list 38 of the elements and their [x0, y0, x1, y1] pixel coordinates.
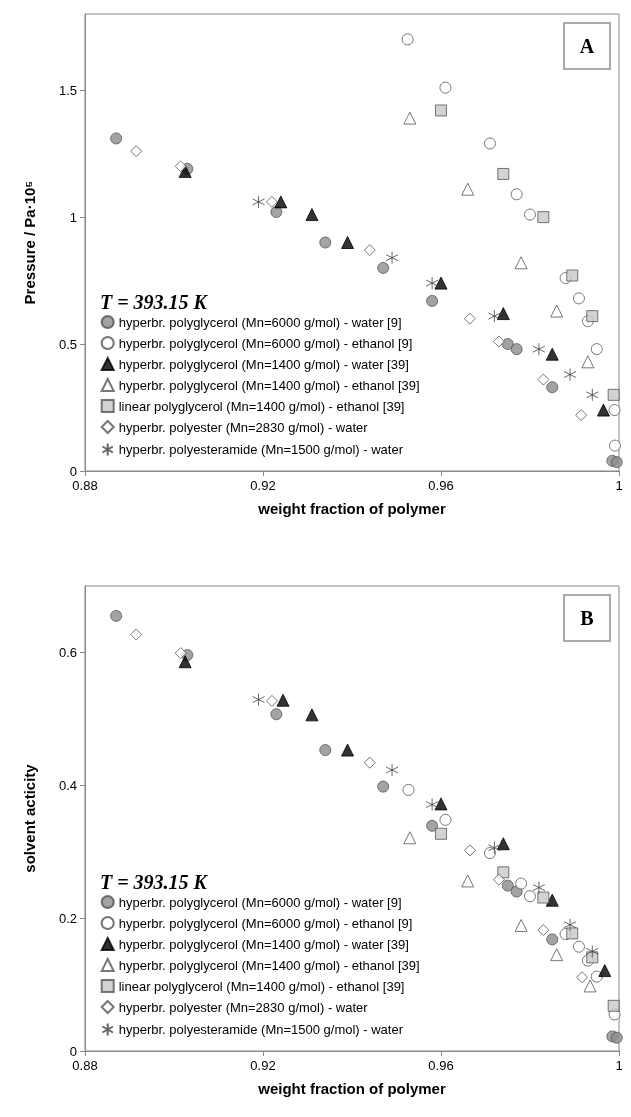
legend-label: hyperbr. polyester (Mn=2830 g/mol) - water [118, 999, 369, 1015]
y-tick-label: 0 [69, 1043, 77, 1059]
x-tick-label: 0.96 [428, 478, 454, 493]
legend-label: hyperbr. polyglycerol (Mn=6000 g/mol) - ethanol [9] [118, 915, 413, 931]
x-tick-label: 1 [615, 478, 623, 493]
legend-label: linear polyglycerol (Mn=1400 g/mol) - ethanol [39] [118, 398, 405, 414]
y-tick-label: 0.5 [58, 336, 77, 352]
y-tick-label: 0.6 [58, 644, 77, 660]
y-tick-label: 1 [69, 209, 77, 225]
y-axis-title: Pressure / Pa·10⁵ [21, 180, 38, 305]
panel-label-frame: B [563, 594, 611, 642]
panel-label-frame: A [563, 22, 611, 70]
legend-label: hyperbr. polyglycerol (Mn=1400 g/mol) - water [39] [118, 936, 409, 952]
x-tick-label: 0.92 [250, 1058, 276, 1073]
legend-label: hyperbr. polyglycerol (Mn=6000 g/mol) - water [9] [118, 894, 402, 910]
y-tick-label: 0 [69, 463, 77, 479]
x-tick-label: 0.92 [250, 478, 276, 493]
legend-label: hyperbr. polyglycerol (Mn=1400 g/mol) - ethanol [39] [118, 957, 420, 973]
x-tick-label: 0.88 [72, 478, 98, 493]
x-axis-title: weight fraction of polymer [257, 500, 446, 517]
legend-label: hyperbr. polyester (Mn=2830 g/mol) - water [118, 419, 369, 435]
x-tick-label: 0.88 [72, 1058, 98, 1073]
legend-title: T = 393.15 K [100, 871, 209, 893]
y-tick-label: 0.2 [58, 910, 77, 926]
x-tick-label: 1 [615, 1058, 623, 1073]
legend-label: hyperbr. polyglycerol (Mn=1400 g/mol) - ethanol [39] [118, 377, 420, 393]
x-axis-title: weight fraction of polymer [257, 1080, 446, 1097]
legend-title: T = 393.15 K [100, 291, 209, 313]
legend-label: hyperbr. polyglycerol (Mn=6000 g/mol) - ethanol [9] [118, 335, 413, 351]
x-tick-label: 0.96 [428, 1058, 454, 1073]
legend-label: hyperbr. polyglycerol (Mn=1400 g/mol) - water [39] [118, 356, 409, 372]
y-axis-title: solvent acticity [21, 763, 38, 873]
y-tick-label: 0.4 [58, 777, 77, 793]
y-tick-label: 1.5 [58, 82, 77, 98]
legend-label: hyperbr. polyesteramide (Mn=1500 g/mol) - water [118, 442, 404, 457]
legend-label: hyperbr. polyesteramide (Mn=1500 g/mol) - water [118, 1022, 404, 1037]
legend-label: hyperbr. polyglycerol (Mn=6000 g/mol) - water [9] [118, 314, 402, 330]
legend-label: linear polyglycerol (Mn=1400 g/mol) - ethanol [39] [118, 978, 405, 994]
